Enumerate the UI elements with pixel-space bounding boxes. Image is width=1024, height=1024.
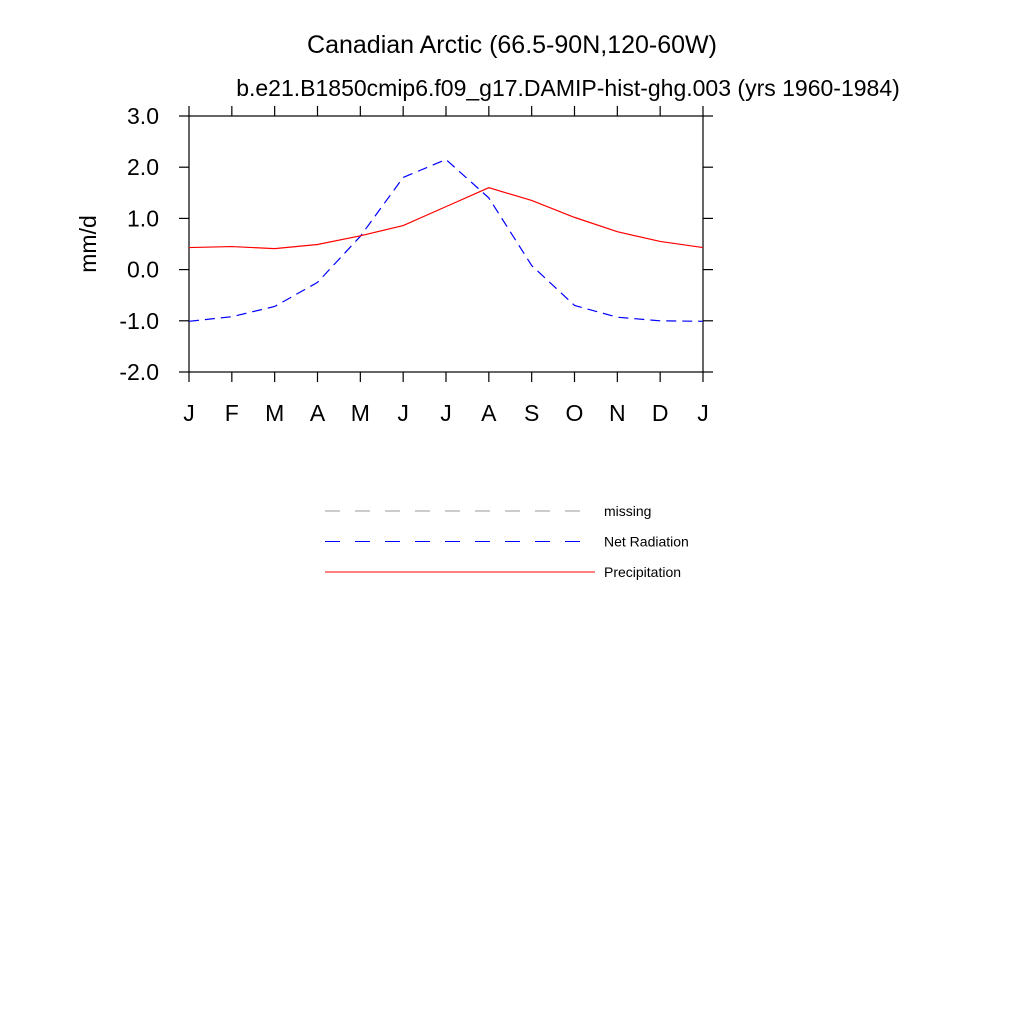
x-tick-label: A [481,400,497,426]
y-tick-label: -1.0 [119,308,159,334]
x-tick-label: O [566,400,584,426]
series-line [188,187,704,250]
x-tick-label: J [697,400,709,426]
chart-title: Canadian Arctic (66.5-90N,120-60W) [307,31,717,59]
legend-label: missing [604,503,651,519]
x-tick-label: N [609,400,626,426]
y-tick-label: 0.0 [127,257,159,283]
x-tick-label: M [265,400,284,426]
x-tick-label: D [652,400,669,426]
y-tick-label: 3.0 [127,103,159,129]
x-tick-label: A [310,400,326,426]
x-tick-label: M [351,400,370,426]
y-tick-label: 2.0 [127,154,159,180]
chart-subtitle: b.e21.B1850cmip6.f09_g17.DAMIP-hist-ghg.… [236,75,900,101]
y-tick-label: -2.0 [119,359,159,385]
x-tick-label: F [225,400,239,426]
series-line [188,158,704,322]
y-axis-label: mm/d [75,215,101,273]
x-tick-label: S [524,400,539,426]
x-tick-label: J [397,400,409,426]
x-tick-label: J [183,400,195,426]
legend-label: Net Radiation [604,534,689,550]
y-tick-label: 1.0 [127,205,159,231]
legend-label: Precipitation [604,564,681,580]
x-tick-label: J [440,400,452,426]
